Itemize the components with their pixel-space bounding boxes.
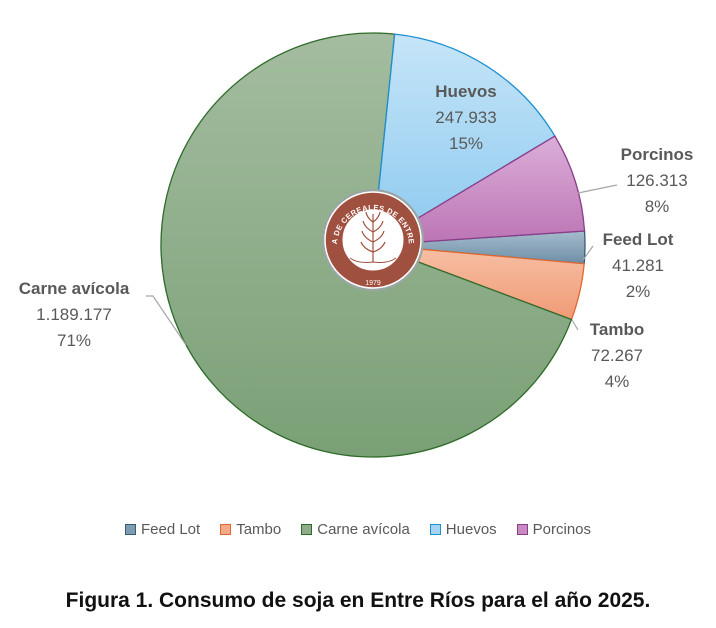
legend-label: Tambo — [236, 521, 282, 538]
legend-item: Tambo — [220, 521, 281, 538]
leader-line — [571, 319, 579, 331]
slice-label-value: 126.313 — [626, 171, 687, 190]
pie-slice-huevos — [372, 33, 556, 247]
slice-label-percent: 4% — [605, 372, 630, 391]
leader-line — [582, 245, 594, 261]
slice-label-name: Carne avícola — [19, 279, 130, 298]
slice-label-value: 1.189.177 — [36, 305, 112, 324]
legend-item: Feed Lot — [124, 521, 201, 538]
legend-item: Huevos — [429, 521, 497, 538]
slice-label-name: Feed Lot — [603, 230, 674, 249]
legend-label: Huevos — [445, 521, 497, 538]
slice-label-percent: 8% — [645, 197, 670, 216]
slice-label-percent: 15% — [449, 134, 483, 153]
wheat-icon — [349, 211, 397, 263]
slice-label-value: 247.933 — [435, 108, 496, 127]
figure-caption: Figura 1. Consumo de soja en Entre Ríos … — [65, 589, 651, 612]
pie-slice-porcinos — [372, 135, 586, 246]
pie-chart: Feed Lot 41.281 2% Tambo 72.267 4% Carne avíco… — [18, 32, 694, 458]
legend-item: Porcinos — [516, 521, 592, 538]
leader-line — [146, 295, 187, 346]
legend-swatch — [124, 524, 136, 535]
slice-label-value: 41.281 — [612, 256, 664, 275]
legend-swatch — [516, 524, 528, 535]
slice-label-percent: 2% — [626, 282, 651, 301]
legend-label: Feed Lot — [140, 521, 201, 538]
legend-swatch — [429, 524, 441, 535]
legend-label: Porcinos — [532, 521, 592, 538]
slice-label-percent: 71% — [57, 331, 91, 350]
legend: Feed Lot Tambo Carne avícola Huevos Porcinos — [0, 521, 716, 538]
legend-swatch — [301, 524, 313, 535]
slice-label-name: Tambo — [590, 320, 644, 339]
slice-label-name: Huevos — [435, 82, 496, 101]
leader-line — [577, 184, 618, 194]
logo-year: 1979 — [365, 280, 381, 287]
slice-label-name: Porcinos — [621, 145, 694, 164]
legend-label: Carne avícola — [317, 521, 410, 538]
slice-label-value: 72.267 — [591, 346, 643, 365]
legend-swatch — [220, 524, 232, 535]
legend-item: Carne avícola — [301, 521, 410, 538]
